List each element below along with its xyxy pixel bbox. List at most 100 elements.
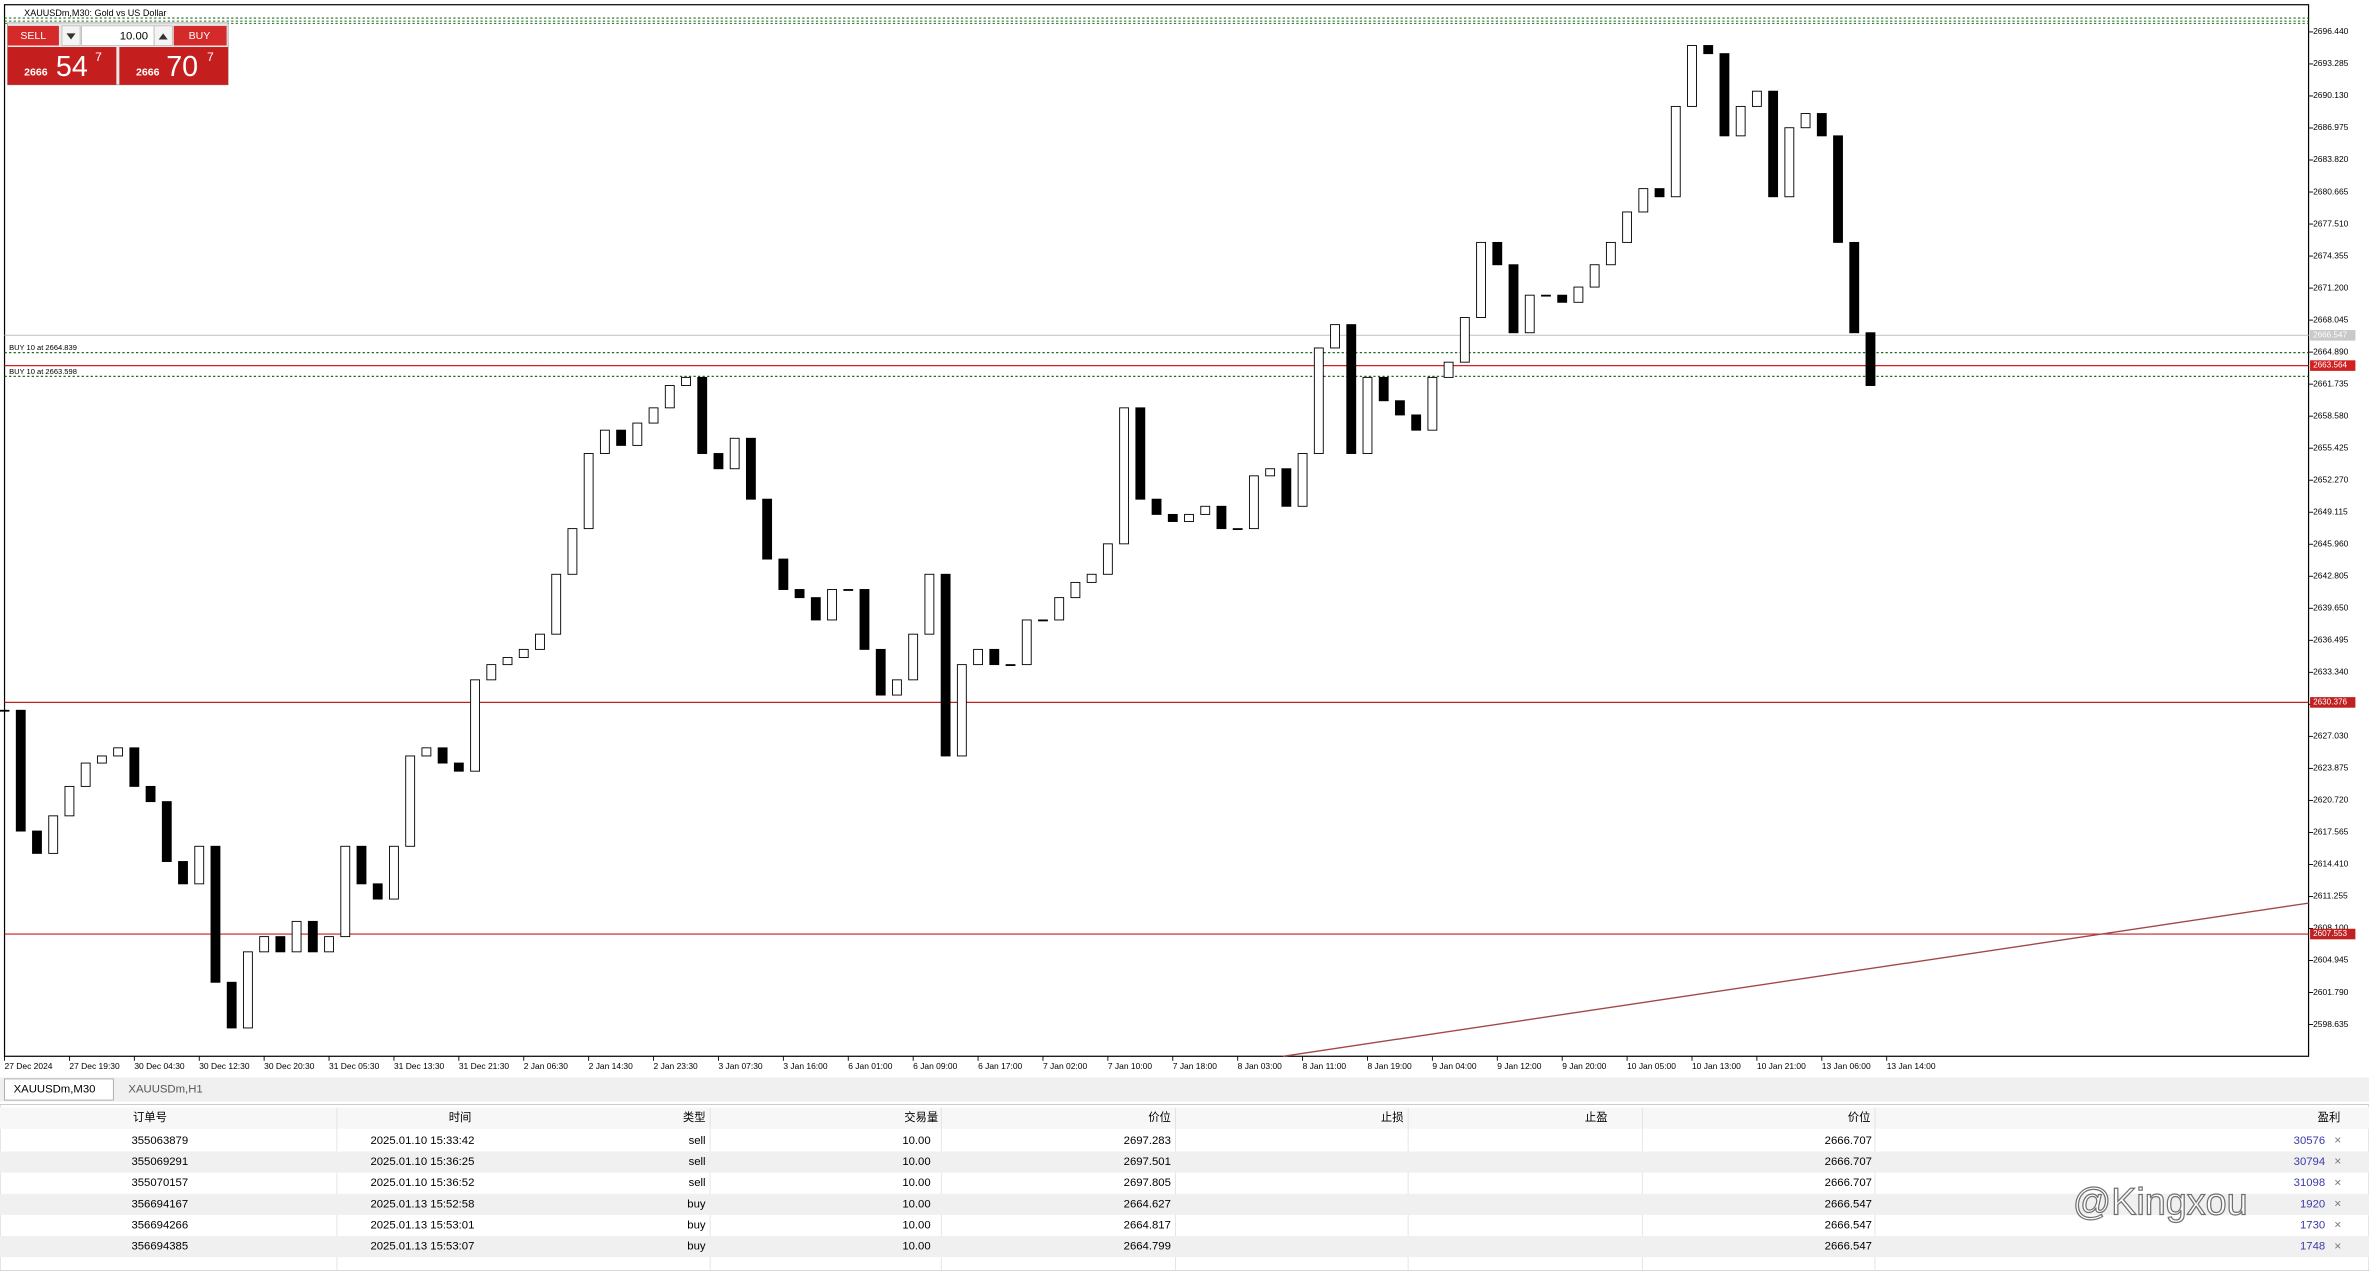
candle: [1135, 407, 1146, 500]
x-tick-label: 10 Jan 05:00: [1627, 1061, 1676, 1071]
x-tick-label: 3 Jan 16:00: [783, 1061, 827, 1071]
bid-big-figure: 2666: [24, 67, 48, 79]
x-tick-label: 9 Jan 04:00: [1432, 1061, 1476, 1071]
sell-label: SELL: [20, 30, 46, 42]
candle: [1654, 188, 1665, 198]
ask-box[interactable]: [119, 47, 229, 85]
table-cell: 10.00: [902, 1241, 930, 1253]
x-tick-label: 31 Dec 05:30: [329, 1061, 380, 1071]
price-level-box: [2310, 697, 2356, 708]
candle: [486, 664, 497, 681]
table-cell: 30576: [2294, 1135, 2326, 1147]
candle: [681, 376, 691, 386]
table-cell: 356694167: [131, 1198, 188, 1210]
y-tick-label: 2668.045: [2313, 314, 2349, 324]
candle: [956, 664, 967, 757]
table-cell: 30794: [2294, 1156, 2326, 1168]
candle: [843, 589, 854, 591]
y-tick-label: 2604.945: [2313, 955, 2349, 965]
buy-button[interactable]: [173, 25, 227, 46]
candle: [113, 747, 124, 757]
candle: [1768, 90, 1779, 198]
candle: [1751, 90, 1762, 107]
close-icon[interactable]: ×: [2334, 1197, 2341, 1211]
x-tick-label: 13 Jan 06:00: [1822, 1061, 1871, 1071]
candle: [616, 429, 627, 446]
table-cell: buy: [687, 1219, 706, 1231]
candle: [275, 936, 286, 953]
tab-active[interactable]: [4, 1078, 114, 1101]
candle: [1638, 188, 1649, 213]
candle: [1784, 127, 1795, 198]
close-icon[interactable]: ×: [2334, 1175, 2341, 1189]
candle: [875, 648, 886, 696]
close-icon[interactable]: ×: [2334, 1218, 2341, 1232]
table-cell: 2697.283: [1124, 1135, 1171, 1147]
candle: [1038, 619, 1048, 622]
table-cell: 2025.01.13 15:53:01: [370, 1219, 474, 1231]
candle: [989, 648, 1000, 666]
sell-button[interactable]: [7, 25, 59, 46]
y-tick-label: 2601.790: [2313, 987, 2349, 997]
table-cell: 2025.01.10 15:33:42: [370, 1135, 474, 1147]
column-header: 时间: [449, 1111, 472, 1124]
close-icon[interactable]: ×: [2334, 1239, 2341, 1253]
candle: [599, 429, 610, 454]
candle: [1313, 347, 1324, 454]
table-cell: 2697.501: [1124, 1156, 1171, 1168]
candle: [908, 633, 919, 681]
x-tick-label: 6 Jan 09:00: [913, 1061, 957, 1071]
bid-point: 7: [95, 50, 102, 64]
candle: [291, 920, 302, 953]
bid-box[interactable]: [7, 47, 117, 85]
trendline: [1283, 902, 2309, 1057]
table-cell: 2666.547: [1825, 1219, 1872, 1231]
candle: [1346, 324, 1357, 454]
candle: [1524, 294, 1535, 334]
x-tick-label: 3 Jan 07:30: [718, 1061, 762, 1071]
close-icon[interactable]: ×: [2334, 1133, 2341, 1147]
chart-title: XAUUSDm,M30: Gold vs US Dollar: [24, 8, 166, 18]
y-tick-label: 2645.960: [2313, 538, 2349, 548]
x-tick-label: 30 Dec 12:30: [199, 1061, 250, 1071]
y-tick-label: 2611.255: [2313, 891, 2348, 901]
x-tick-label: 8 Jan 03:00: [1238, 1061, 1282, 1071]
tab-label[interactable]: XAUUSDm,H1: [128, 1084, 202, 1096]
table-cell: 2025.01.10 15:36:52: [370, 1177, 474, 1189]
row-stripe: [0, 1236, 2369, 1258]
chart: 2696.440 2693.285 2690.130 2686.975 2683.820…: [0, 17, 2356, 1071]
candle: [1735, 105, 1746, 137]
candle: [32, 830, 42, 854]
candle: [502, 657, 513, 666]
table-cell: 2697.805: [1124, 1177, 1171, 1189]
close-icon[interactable]: ×: [2334, 1154, 2341, 1168]
candle: [340, 845, 351, 938]
candle: [648, 407, 659, 424]
y-tick-label: 2683.820: [2313, 154, 2349, 164]
candle: [129, 747, 140, 787]
trade-panel: SELL 10.00 BUY 2666 54 7 2666 70 7: [7, 22, 229, 86]
candle: [1216, 505, 1227, 530]
candle: [356, 845, 367, 885]
y-tick-label: 2614.410: [2313, 859, 2349, 869]
candle: [859, 589, 870, 650]
x-tick-label: 27 Dec 19:30: [69, 1061, 120, 1071]
candle: [1167, 513, 1178, 522]
tab-label: XAUUSDm,M30: [14, 1084, 96, 1096]
order-label: BUY 10 at 2663.598: [9, 367, 77, 376]
candle: [1670, 105, 1681, 198]
candle: [405, 755, 416, 847]
table-cell: 1748: [2300, 1241, 2325, 1253]
candle: [924, 573, 935, 635]
candle: [1703, 45, 1714, 55]
candle: [161, 801, 172, 862]
candle: [1297, 453, 1308, 507]
y-tick-label: 2658.580: [2313, 410, 2349, 420]
candle: [259, 936, 270, 953]
candle: [15, 709, 26, 832]
y-tick-label: 2671.200: [2313, 282, 2349, 292]
y-tick-label: 2642.805: [2313, 571, 2349, 581]
y-tick-label: 2693.285: [2313, 58, 2349, 68]
candle: [1573, 286, 1584, 303]
candle: [1687, 45, 1697, 107]
